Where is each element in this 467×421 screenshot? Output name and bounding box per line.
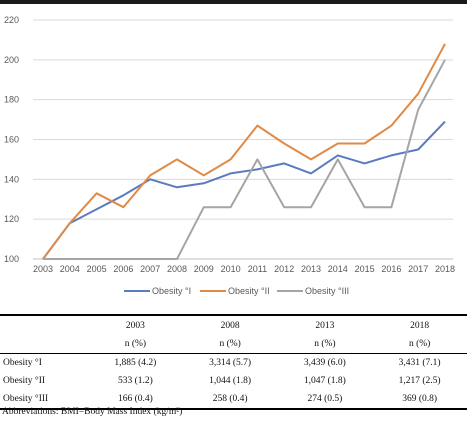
- x-tick-label: 2013: [301, 264, 321, 274]
- x-tick-label: 2014: [328, 264, 348, 274]
- y-tick-label: 200: [4, 55, 19, 65]
- year-header: 2018: [410, 321, 430, 331]
- y-tick-label: 140: [4, 174, 19, 184]
- x-tick-label: 2007: [140, 264, 160, 274]
- y-tick-label: 100: [4, 254, 19, 264]
- row-label: Obesity °III: [3, 394, 49, 404]
- x-axis-ticks: 2003 2004 2005 2006 2007 2008 2009 2010 2011 2012…: [33, 264, 455, 274]
- x-tick-label: 2005: [87, 264, 107, 274]
- x-tick-label: 2010: [221, 264, 241, 274]
- legend: Obesity °I Obesity °II Obesity °III: [124, 286, 349, 296]
- table-cell: 533 (1.2): [117, 376, 153, 386]
- legend-label: Obesity °III: [305, 286, 349, 296]
- footnote: Abbreviations: BMI=Body Mass Index (kg/m…: [2, 407, 183, 417]
- series-line-1: [42, 120, 446, 260]
- x-tick-label: 2015: [355, 264, 375, 274]
- table-header-year-row: 2003 2008 2013 2018: [0, 317, 467, 335]
- table-cell: 3,439 (6.0): [303, 358, 346, 368]
- unit-header: n (%): [124, 339, 147, 349]
- x-tick-label: 2018: [435, 264, 455, 274]
- x-tick-label: 2006: [113, 264, 133, 274]
- row-label: Obesity °II: [3, 376, 46, 386]
- x-tick-label: 2008: [167, 264, 187, 274]
- y-axis-ticks: 100 120 140 160 180 200 220: [4, 15, 19, 264]
- table-cell: 1,044 (1.8): [209, 376, 252, 386]
- x-tick-label: 2011: [248, 264, 267, 274]
- year-header: 2008: [220, 321, 240, 331]
- y-tick-label: 220: [4, 15, 19, 25]
- table-top-rule: [0, 314, 467, 316]
- table-cell: 1,885 (4.2): [114, 358, 157, 368]
- legend-label: Obesity °I: [152, 286, 191, 296]
- x-tick-label: 2003: [33, 264, 53, 274]
- table-cell: 258 (0.4): [212, 394, 248, 404]
- table-cell: 369 (0.8): [402, 394, 438, 404]
- x-tick-label: 2009: [194, 264, 214, 274]
- series-line-2: [42, 43, 446, 260]
- gridlines: [33, 19, 453, 260]
- series-line-3: [43, 59, 446, 260]
- table-cell: 3,431 (7.1): [398, 358, 441, 368]
- unit-header: n (%): [408, 339, 431, 349]
- y-tick-label: 160: [4, 135, 19, 145]
- table-cell: 274 (0.5): [307, 394, 343, 404]
- table-cell: 1,047 (1.8): [303, 376, 346, 386]
- table-row: Obesity °III 166 (0.4) 258 (0.4) 274 (0.…: [0, 390, 467, 409]
- table-row: Obesity °II 533 (1.2) 1,044 (1.8) 1,047 …: [0, 372, 467, 390]
- table-cell: 166 (0.4): [117, 394, 153, 404]
- legend-label: Obesity °II: [228, 286, 270, 296]
- x-tick-label: 2017: [408, 264, 428, 274]
- x-tick-label: 2016: [381, 264, 401, 274]
- series-lines: [42, 43, 446, 260]
- top-border: [0, 0, 467, 4]
- x-tick-label: 2004: [60, 264, 80, 274]
- table-row: Obesity °I 1,885 (4.2) 3,314 (5.7) 3,439…: [0, 354, 467, 373]
- x-tick-label: 2012: [274, 264, 294, 274]
- table-corner: [0, 335, 88, 354]
- row-label: Obesity °I: [3, 358, 42, 368]
- y-tick-label: 180: [4, 95, 19, 105]
- table-header-unit-row: n (%) n (%) n (%) n (%): [0, 335, 467, 354]
- unit-header: n (%): [219, 339, 241, 349]
- table-cell: 1,217 (2.5): [398, 376, 441, 386]
- data-table: 2003 2008 2013 2018 n (%) n (%) n (%) n …: [0, 317, 467, 410]
- y-tick-label: 120: [4, 214, 19, 224]
- table-cell: 3,314 (5.7): [209, 358, 252, 368]
- table-corner: [0, 317, 88, 335]
- year-header: 2003: [125, 321, 145, 331]
- unit-header: n (%): [314, 339, 336, 349]
- year-header: 2013: [315, 321, 335, 331]
